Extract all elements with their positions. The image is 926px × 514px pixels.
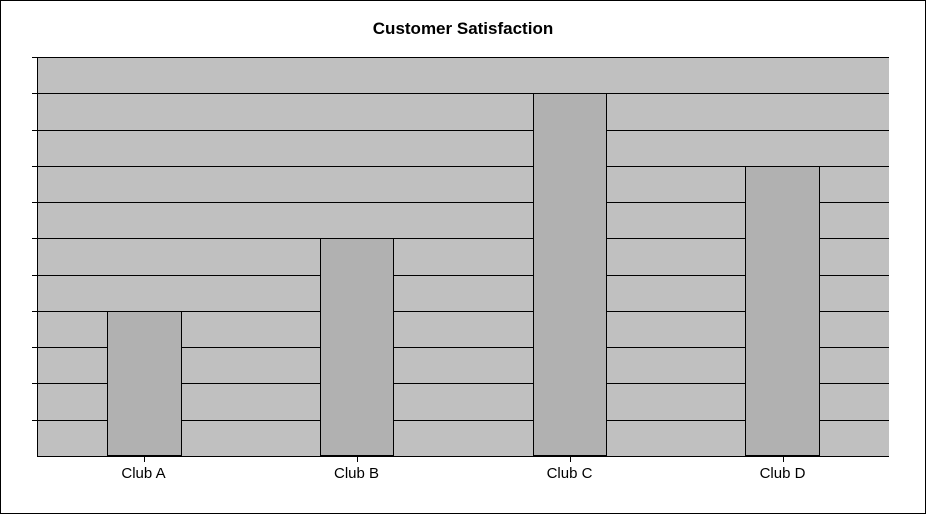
plot-area (37, 57, 889, 457)
y-tick (32, 311, 38, 312)
x-tick (570, 456, 571, 462)
chart-area: Club AClub BClub CClub D (29, 57, 897, 489)
y-tick (32, 383, 38, 384)
y-tick (32, 93, 38, 94)
bar (107, 311, 181, 456)
y-tick (32, 166, 38, 167)
bar (745, 166, 819, 456)
y-tick (32, 238, 38, 239)
x-tick (783, 456, 784, 462)
x-axis-labels: Club AClub BClub CClub D (37, 457, 889, 489)
bar (320, 238, 394, 456)
chart-frame: Customer Satisfaction Club AClub BClub C… (0, 0, 926, 514)
y-tick (32, 130, 38, 131)
bar (533, 93, 607, 456)
x-tick (144, 456, 145, 462)
y-tick (32, 275, 38, 276)
x-tick (357, 456, 358, 462)
y-tick (32, 202, 38, 203)
bars-layer (38, 57, 889, 456)
chart-title: Customer Satisfaction (29, 19, 897, 39)
y-tick (32, 420, 38, 421)
y-tick (32, 57, 38, 58)
y-tick (32, 347, 38, 348)
